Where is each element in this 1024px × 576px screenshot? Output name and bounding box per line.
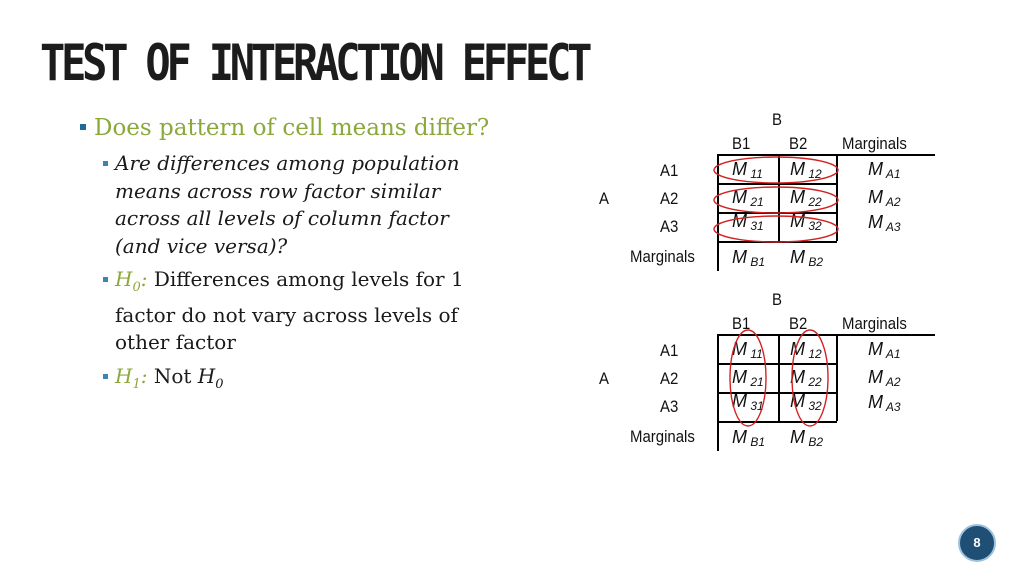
cell-mean-22: M 22 (790, 367, 822, 389)
row-highlight-ellipse-3 (713, 215, 839, 243)
column-header-b2: B2 (789, 134, 808, 153)
column-highlight-ellipse-2 (791, 329, 829, 427)
row-highlight-ellipse-2 (713, 186, 839, 214)
row-header-a3: A3 (660, 217, 679, 236)
vertical-rule-right (836, 334, 838, 421)
header-rule-line (717, 334, 935, 336)
column-marginal-b1: M B1 (732, 427, 766, 449)
cell-mean-22: M 22 (790, 187, 822, 209)
header-rule-line (717, 154, 935, 156)
cell-mean-21: M 21 (732, 367, 764, 389)
page-number-badge: 8 (958, 524, 996, 562)
bullet-question-text: Does pattern of cell means differ? (94, 115, 490, 141)
column-header-marginals: Marginals (842, 134, 907, 153)
row-header-a2: A2 (660, 189, 679, 208)
column-marginal-b2: M B2 (790, 247, 824, 269)
row-marginal-a2: M A2 (868, 367, 901, 389)
row-factor-label: A (599, 189, 609, 208)
square-bullet-icon (103, 373, 108, 379)
h0-text: Differences among levels for 1 factor do… (115, 267, 464, 354)
column-highlight-ellipse-1 (729, 329, 767, 427)
row-factor-label: A (599, 369, 609, 388)
slide-title: TEST OF INTERACTION EFFECT (40, 34, 592, 92)
cell-mean-21: M 21 (732, 187, 764, 209)
column-header-b2: B2 (789, 314, 808, 333)
row-marginal-a1: M A1 (868, 159, 901, 181)
h1-text: Not (147, 363, 198, 388)
row-rule-line-2 (717, 392, 837, 394)
vertical-rule-b2 (778, 154, 780, 241)
h1-h0-ref: H0 (197, 363, 224, 392)
column-header-b1: B1 (732, 314, 751, 333)
means-table-columns-circled: B B1 B2 Marginals A A1 A2 A3 Marginals M 11 M 12 M … (596, 286, 946, 466)
row-rule-line-1 (717, 183, 837, 185)
square-bullet-icon (103, 277, 108, 282)
row-header-a3: A3 (660, 397, 679, 416)
row-rule-line-3 (717, 421, 837, 423)
column-factor-label: B (772, 290, 782, 309)
cell-mean-11: M 11 (732, 159, 763, 181)
row-marginal-a3: M A3 (868, 392, 901, 414)
cell-mean-12: M 12 (790, 159, 822, 181)
cell-mean-31: M 31 (732, 211, 764, 233)
column-header-marginals: Marginals (842, 314, 907, 333)
highlight-ellipses (713, 156, 839, 243)
column-factor-label: B (772, 110, 782, 129)
bullet-list: Does pattern of cell means differ? Are d… (78, 112, 498, 398)
column-marginal-b1: M B1 (732, 247, 766, 269)
vertical-rule-b2 (778, 334, 780, 421)
row-header-a2: A2 (660, 369, 679, 388)
bullet-question: Does pattern of cell means differ? (78, 112, 498, 144)
h1-label: H1: (115, 363, 148, 392)
row-marginal-a1: M A1 (868, 339, 901, 361)
row-header-marginals: Marginals (630, 247, 695, 266)
column-header-b1: B1 (732, 134, 751, 153)
row-header-a1: A1 (660, 341, 679, 360)
row-marginal-a3: M A3 (868, 212, 901, 234)
square-bullet-icon (103, 161, 108, 166)
row-highlight-ellipse-1 (713, 156, 839, 184)
row-header-marginals: Marginals (630, 427, 695, 446)
row-header-a1: A1 (660, 161, 679, 180)
row-rule-line-1 (717, 363, 837, 365)
square-bullet-icon (80, 124, 86, 130)
means-table-rows-circled: B B1 B2 Marginals A A1 A2 A3 Marginals M 11 M 12 M … (596, 106, 946, 286)
h0-label: H0: (115, 267, 148, 295)
sub-bullet-differences: Are differences among population means a… (78, 150, 498, 260)
sub-bullet-differences-text: Are differences among population means a… (115, 151, 460, 258)
cell-mean-31: M 31 (732, 391, 764, 413)
sub-bullet-h1: H1: Not H0 (78, 363, 498, 399)
row-marginal-a2: M A2 (868, 187, 901, 209)
sub-bullet-h0: H0: Differences among levels for 1 facto… (78, 266, 498, 357)
highlight-ellipses (729, 329, 829, 427)
column-marginal-b2: M B2 (790, 427, 824, 449)
